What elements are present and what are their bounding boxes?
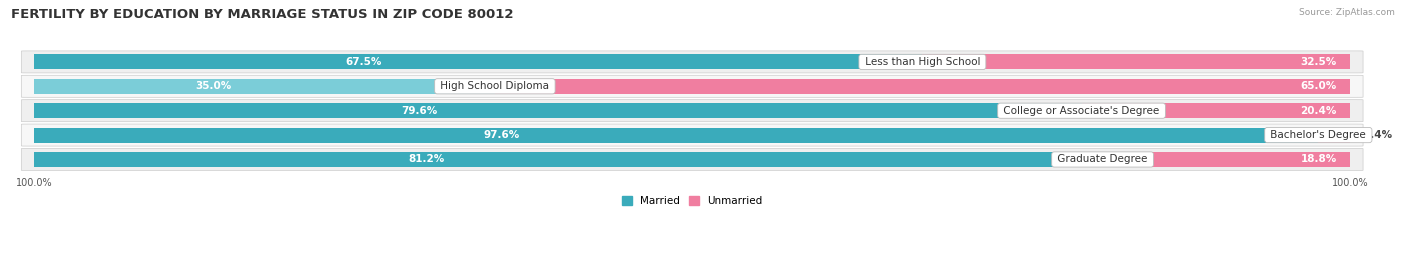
FancyBboxPatch shape xyxy=(21,148,1362,171)
Text: 79.6%: 79.6% xyxy=(401,106,437,116)
Text: 18.8%: 18.8% xyxy=(1301,154,1337,164)
Text: Graduate Degree: Graduate Degree xyxy=(1054,154,1152,164)
Text: 67.5%: 67.5% xyxy=(346,57,381,67)
FancyBboxPatch shape xyxy=(21,51,1362,73)
FancyBboxPatch shape xyxy=(21,124,1362,146)
Text: High School Diploma: High School Diploma xyxy=(437,81,553,91)
Text: 65.0%: 65.0% xyxy=(1301,81,1337,91)
Text: 35.0%: 35.0% xyxy=(195,81,232,91)
Text: Less than High School: Less than High School xyxy=(862,57,983,67)
Bar xyxy=(1102,152,1350,167)
Bar xyxy=(495,79,1350,94)
Text: 20.4%: 20.4% xyxy=(1301,106,1337,116)
Bar xyxy=(35,128,1319,143)
Bar xyxy=(35,103,1081,118)
Text: 32.5%: 32.5% xyxy=(1301,57,1337,67)
FancyBboxPatch shape xyxy=(21,100,1362,122)
FancyBboxPatch shape xyxy=(21,75,1362,97)
Bar xyxy=(1081,103,1350,118)
Legend: Married, Unmarried: Married, Unmarried xyxy=(619,193,766,210)
Text: Source: ZipAtlas.com: Source: ZipAtlas.com xyxy=(1299,8,1395,17)
Bar xyxy=(35,79,495,94)
Bar xyxy=(1319,128,1350,143)
Text: Bachelor's Degree: Bachelor's Degree xyxy=(1267,130,1369,140)
Bar xyxy=(35,152,1102,167)
Text: 81.2%: 81.2% xyxy=(408,154,444,164)
Bar xyxy=(922,54,1350,69)
Text: FERTILITY BY EDUCATION BY MARRIAGE STATUS IN ZIP CODE 80012: FERTILITY BY EDUCATION BY MARRIAGE STATU… xyxy=(11,8,513,21)
Text: College or Associate's Degree: College or Associate's Degree xyxy=(1000,106,1163,116)
Text: 97.6%: 97.6% xyxy=(484,130,520,140)
Bar xyxy=(35,54,922,69)
Text: 2.4%: 2.4% xyxy=(1362,130,1392,140)
